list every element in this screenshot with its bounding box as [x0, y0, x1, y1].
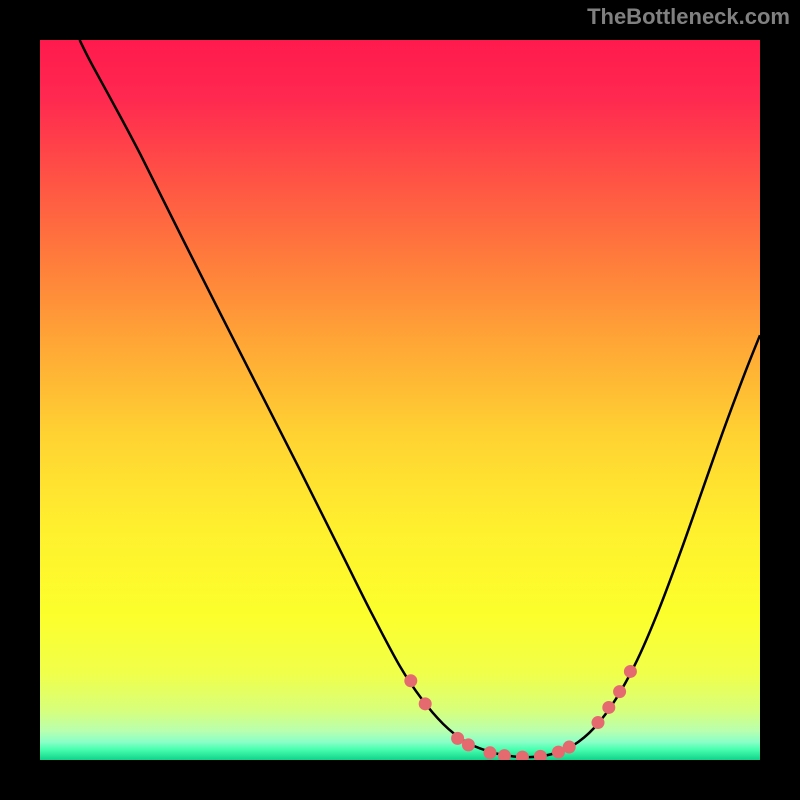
curve-marker [462, 738, 475, 751]
chart-root: TheBottleneck.com [0, 0, 800, 800]
chart-svg [0, 0, 800, 800]
plot-background [40, 40, 760, 760]
curve-marker [592, 716, 605, 729]
curve-marker [484, 746, 497, 759]
curve-marker [451, 732, 464, 745]
curve-marker [419, 697, 432, 710]
curve-marker [404, 674, 417, 687]
watermark-text: TheBottleneck.com [587, 4, 790, 30]
curve-marker [563, 741, 576, 754]
curve-marker [624, 665, 637, 678]
curve-marker [602, 701, 615, 714]
curve-marker [613, 685, 626, 698]
